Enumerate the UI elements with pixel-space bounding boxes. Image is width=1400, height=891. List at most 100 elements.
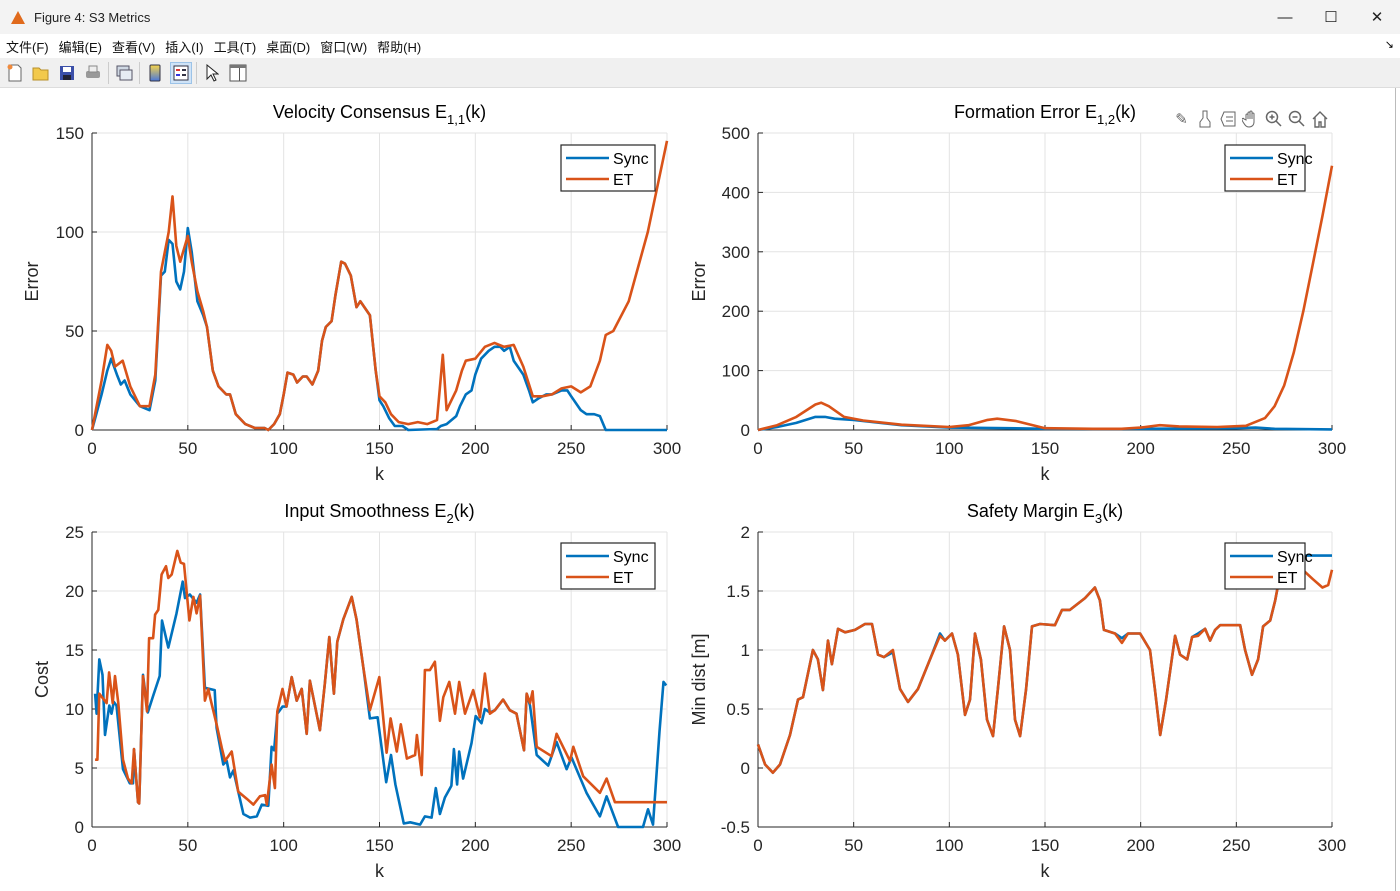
y-tick-label: 100 [56,223,84,242]
menu-window[interactable]: 窗口(W) [320,39,368,55]
legend-label: ET [613,172,634,189]
x-tick-label: 100 [269,439,297,458]
x-tick-label: 50 [178,439,197,458]
zoom-out-icon[interactable] [1287,109,1306,129]
y-tick-label: -0.5 [721,818,750,837]
x-tick-label: 150 [1031,836,1059,855]
legend-box [560,542,656,590]
y-tick-label: 25 [65,523,84,542]
data-tips-icon[interactable] [1218,109,1237,129]
menu-tools[interactable]: 工具(T) [213,39,257,55]
pan-hand-icon[interactable] [1241,109,1260,129]
edit-plot-pointer-icon[interactable] [201,62,223,84]
axes-title: Formation Error E1,2(k) [954,102,1136,127]
maximize-button[interactable]: ☐ [1324,9,1338,26]
x-tick-label: 150 [1031,439,1059,458]
menu-insert[interactable]: 插入(I) [165,39,204,55]
new-figure-icon[interactable] [4,62,26,84]
close-button[interactable]: ✕ [1370,9,1384,26]
minimize-button[interactable]: — [1277,8,1293,26]
title-suffix: (k) [454,501,475,521]
y-tick-label: 0.5 [726,700,750,719]
x-tick-label: 200 [461,836,489,855]
menu-file[interactable]: 文件(F) [6,39,49,55]
y-tick-label: 200 [722,302,750,321]
x-tick-label: 0 [87,439,96,458]
y-tick-label: 10 [65,700,84,719]
title-bar: Figure 4: S3 Metrics — ☐ ✕ [0,0,1400,34]
x-tick-label: 200 [1126,439,1154,458]
insert-colorbar-icon[interactable] [144,62,166,84]
window-title: Figure 4: S3 Metrics [34,9,151,25]
x-tick-label: 150 [365,836,393,855]
link-plot-icon[interactable] [113,62,135,84]
brush-export-icon[interactable]: ✎ [1175,111,1188,128]
x-tick-label: 250 [557,439,585,458]
x-tick-label: 50 [844,836,863,855]
y-axis-label: Cost [32,661,52,698]
menu-help[interactable]: 帮助(H) [377,39,422,55]
x-tick-label: 100 [935,836,963,855]
dock-arrow-icon[interactable]: ↘ [1384,39,1394,51]
y-tick-label: 1.5 [726,582,750,601]
save-icon[interactable] [56,62,78,84]
y-axis-label: Error [22,261,42,301]
title-suffix: (k) [1115,102,1136,122]
y-tick-label: 300 [722,243,750,262]
axes-2: 0 50 100 150 200 250 300 0 100 200 300 400 500 Format… [689,102,1346,484]
y-tick-label: 15 [65,641,84,660]
x-axis-label: k [1041,464,1051,484]
legend-label: ET [1277,172,1298,189]
x-tick-label: 150 [365,439,393,458]
open-file-icon[interactable] [30,62,52,84]
x-tick-label: 100 [935,439,963,458]
menu-desktop[interactable]: 桌面(D) [266,39,311,55]
axes-title: Safety Margin E3(k) [967,501,1123,526]
x-tick-label: 200 [461,439,489,458]
menu-edit[interactable]: 编辑(E) [58,39,102,55]
title-subscript: 2 [446,511,453,526]
menu-view[interactable]: 查看(V) [111,39,156,55]
legend-label: Sync [613,549,649,566]
legend-label: Sync [613,151,649,168]
title-subscript: 1,1 [447,112,465,127]
print-icon[interactable] [82,62,104,84]
legend-box [1224,144,1306,192]
x-tick-label: 300 [653,439,681,458]
legend: Sync ET [560,542,656,590]
series-line-et [757,165,1334,432]
figure-canvas: 0 50 100 150 200 250 300 0 50 100 150 Velocity Cons… [0,88,1400,891]
x-tick-label: 250 [1222,836,1250,855]
menu-bar: 文件(F) 编辑(E) 查看(V) 插入(I) 工具(T) 桌面(D) 窗口(W… [0,34,1400,58]
x-tick-label: 50 [178,836,197,855]
title-main: Velocity Consensus E [273,102,447,122]
x-tick-label: 300 [1318,439,1346,458]
y-tick-label: 500 [722,124,750,143]
y-tick-label: 0 [741,421,750,440]
y-tick-label: 0 [741,759,750,778]
restore-view-home-icon[interactable] [1310,109,1329,129]
y-tick-label: 1 [741,641,750,660]
title-subscript: 1,2 [1097,112,1115,127]
x-axis-label: k [375,464,385,484]
x-tick-label: 250 [1222,439,1250,458]
insert-legend-icon[interactable] [170,61,192,84]
axes-3: 0 50 100 150 200 250 300 0 5 10 15 20 25 Input Smooth… [32,501,681,881]
x-tick-label: 0 [753,439,762,458]
y-axis-label: Error [689,261,709,301]
zoom-in-icon[interactable] [1264,109,1283,129]
y-tick-label: 5 [75,759,84,778]
y-tick-label: 0 [75,421,84,440]
x-tick-label: 100 [269,836,297,855]
legend-label: Sync [1277,151,1313,168]
series-line-et [756,560,1334,774]
legend: Sync ET [1224,542,1313,590]
axes-title: Input Smoothness E2(k) [284,501,474,526]
data-brush-icon[interactable] [1195,109,1214,129]
x-tick-label: 200 [1126,836,1154,855]
x-axis-label: k [375,861,385,881]
property-inspector-icon[interactable] [227,62,249,84]
